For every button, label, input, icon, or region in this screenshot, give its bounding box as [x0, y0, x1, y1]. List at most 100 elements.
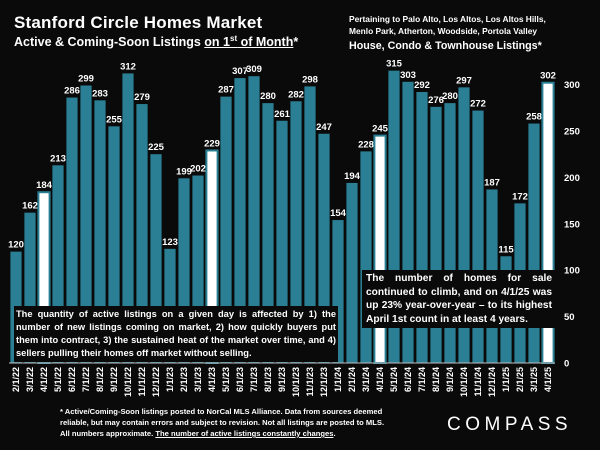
x-tick-label-9/1/24: 9/1/24: [445, 367, 455, 392]
x-tick-label-1/1/24: 1/1/24: [333, 367, 343, 392]
x-tick-label-2/1/24: 2/1/24: [347, 367, 357, 392]
x-tick-label-4/1/25: 4/1/25: [543, 367, 553, 392]
x-tick-label-3/1/25: 3/1/25: [529, 367, 539, 392]
y-tick-label-50: 50: [564, 312, 575, 323]
bar-1/1/24: [332, 220, 344, 363]
data-label-4/1/22: 184: [36, 180, 53, 191]
x-tick-label-10/1/23: 10/1/23: [291, 367, 301, 397]
data-label-1/1/25: 115: [498, 244, 514, 255]
x-tick-label-1/1/25: 1/1/25: [501, 367, 511, 392]
data-label-1/1/23: 123: [162, 237, 178, 248]
data-label-9/1/24: 280: [442, 91, 458, 102]
x-tick-label-3/1/24: 3/1/24: [361, 367, 371, 392]
data-label-6/1/22: 286: [64, 86, 80, 97]
x-tick-label-4/1/22: 4/1/22: [39, 367, 49, 392]
data-label-12/1/24: 187: [484, 177, 500, 188]
y-tick-label-0: 0: [564, 359, 569, 370]
data-label-7/1/22: 299: [78, 73, 94, 84]
x-tick-label-11/1/22: 11/1/22: [137, 367, 147, 397]
x-tick-label-8/1/23: 8/1/23: [263, 367, 273, 392]
bar-1/1/23: [164, 248, 176, 363]
x-tick-label-10/1/22: 10/1/22: [123, 367, 133, 397]
x-tick-label-4/1/24: 4/1/24: [375, 367, 385, 392]
bar-9/1/24: [444, 103, 456, 363]
bar-6/1/24: [402, 81, 414, 363]
x-tick-label-12/1/24: 12/1/24: [487, 367, 497, 397]
data-label-2/1/23: 199: [176, 166, 192, 177]
x-tick-label-4/1/23: 4/1/23: [207, 367, 217, 392]
bar-7/1/24: [416, 91, 428, 364]
x-tick-label-2/1/25: 2/1/25: [515, 367, 525, 392]
data-label-4/1/23: 229: [204, 138, 220, 149]
compass-logo: COMPASS: [447, 414, 573, 435]
bar-4/1/24: [373, 134, 387, 364]
data-label-11/1/24: 272: [470, 99, 486, 110]
x-tick-label-2/1/22: 2/1/22: [11, 367, 21, 392]
x-tick-label-7/1/22: 7/1/22: [81, 367, 91, 392]
data-label-3/1/22: 162: [22, 201, 38, 212]
bar-2/1/23: [178, 178, 190, 363]
highlight-box: The number of homes for sale continued t…: [362, 270, 556, 328]
x-tick-label-1/1/23: 1/1/23: [165, 367, 175, 392]
data-label-10/1/22: 312: [120, 61, 136, 72]
bar-11/1/23: [304, 86, 316, 363]
y-tick-label-250: 250: [564, 126, 580, 137]
data-label-8/1/22: 283: [92, 88, 108, 99]
bar-5/1/23: [220, 96, 232, 364]
bar-9/1/22: [108, 126, 120, 363]
bar-12/1/22: [150, 154, 162, 363]
x-tick-label-11/1/23: 11/1/23: [305, 367, 315, 397]
data-label-9/1/23: 261: [274, 109, 291, 120]
bar-10/1/22: [122, 73, 134, 364]
bar-11/1/22: [136, 104, 148, 363]
bar-3/1/22: [24, 212, 36, 363]
data-label-2/1/25: 172: [512, 191, 528, 202]
bar-3/1/23: [192, 175, 204, 363]
data-label-1/1/24: 154: [330, 208, 347, 219]
bar-8/1/23: [262, 103, 274, 363]
x-tick-label-10/1/24: 10/1/24: [459, 367, 469, 397]
x-tick-label-5/1/22: 5/1/22: [53, 367, 63, 392]
x-tick-label-7/1/24: 7/1/24: [417, 367, 427, 392]
data-label-3/1/23: 202: [190, 164, 206, 175]
bar-6/1/23: [234, 78, 246, 364]
footnote-link[interactable]: The number of active listings constantly…: [155, 429, 334, 438]
footnote-end: .: [333, 429, 336, 438]
bar-8/1/24: [430, 106, 442, 364]
bar-10/1/23: [290, 101, 302, 364]
subtitle-sup: st: [230, 34, 238, 43]
x-tick-label-8/1/24: 8/1/24: [431, 367, 441, 392]
data-label-4/1/25: 302: [540, 71, 556, 82]
x-tick-label-12/1/22: 12/1/22: [151, 367, 161, 397]
x-tick-label-5/1/23: 5/1/23: [221, 367, 231, 392]
subtitle-on: on 1: [204, 35, 230, 50]
data-label-6/1/23: 307: [232, 66, 248, 77]
chart-subtitle: Active & Coming-Soon Listings on 1st of …: [14, 34, 298, 49]
data-label-2/1/24: 194: [344, 171, 361, 182]
x-tick-label-2/1/23: 2/1/23: [179, 367, 189, 392]
region-note: Pertaining to Palo Alto, Los Altos, Los …: [349, 14, 546, 36]
bar-2/1/24: [346, 182, 358, 363]
x-tick-label-9/1/23: 9/1/23: [277, 367, 287, 392]
data-label-8/1/23: 280: [260, 91, 276, 102]
data-label-12/1/23: 247: [316, 122, 332, 133]
x-tick-label-9/1/22: 9/1/22: [109, 367, 119, 392]
bar-7/1/23: [248, 76, 260, 363]
x-tick-label-12/1/23: 12/1/23: [319, 367, 329, 397]
data-label-5/1/23: 287: [218, 85, 234, 96]
y-tick-label-150: 150: [564, 219, 580, 230]
chart-title: Stanford Circle Homes Market: [14, 13, 263, 32]
x-tick-label-6/1/23: 6/1/23: [235, 367, 245, 392]
bar-12/1/23: [318, 133, 330, 363]
x-tick-label-11/1/24: 11/1/24: [473, 367, 483, 397]
bar-10/1/24: [458, 87, 470, 364]
x-tick-label-8/1/22: 8/1/22: [95, 367, 105, 392]
bar-7/1/22: [80, 85, 92, 363]
y-tick-label-200: 200: [564, 173, 580, 184]
data-label-7/1/23: 309: [246, 64, 262, 75]
bar-6/1/22: [66, 97, 78, 364]
subtitle-prefix: Active & Coming-Soon Listings: [14, 35, 205, 50]
data-label-12/1/22: 225: [148, 142, 165, 153]
data-label-3/1/25: 258: [526, 112, 542, 123]
